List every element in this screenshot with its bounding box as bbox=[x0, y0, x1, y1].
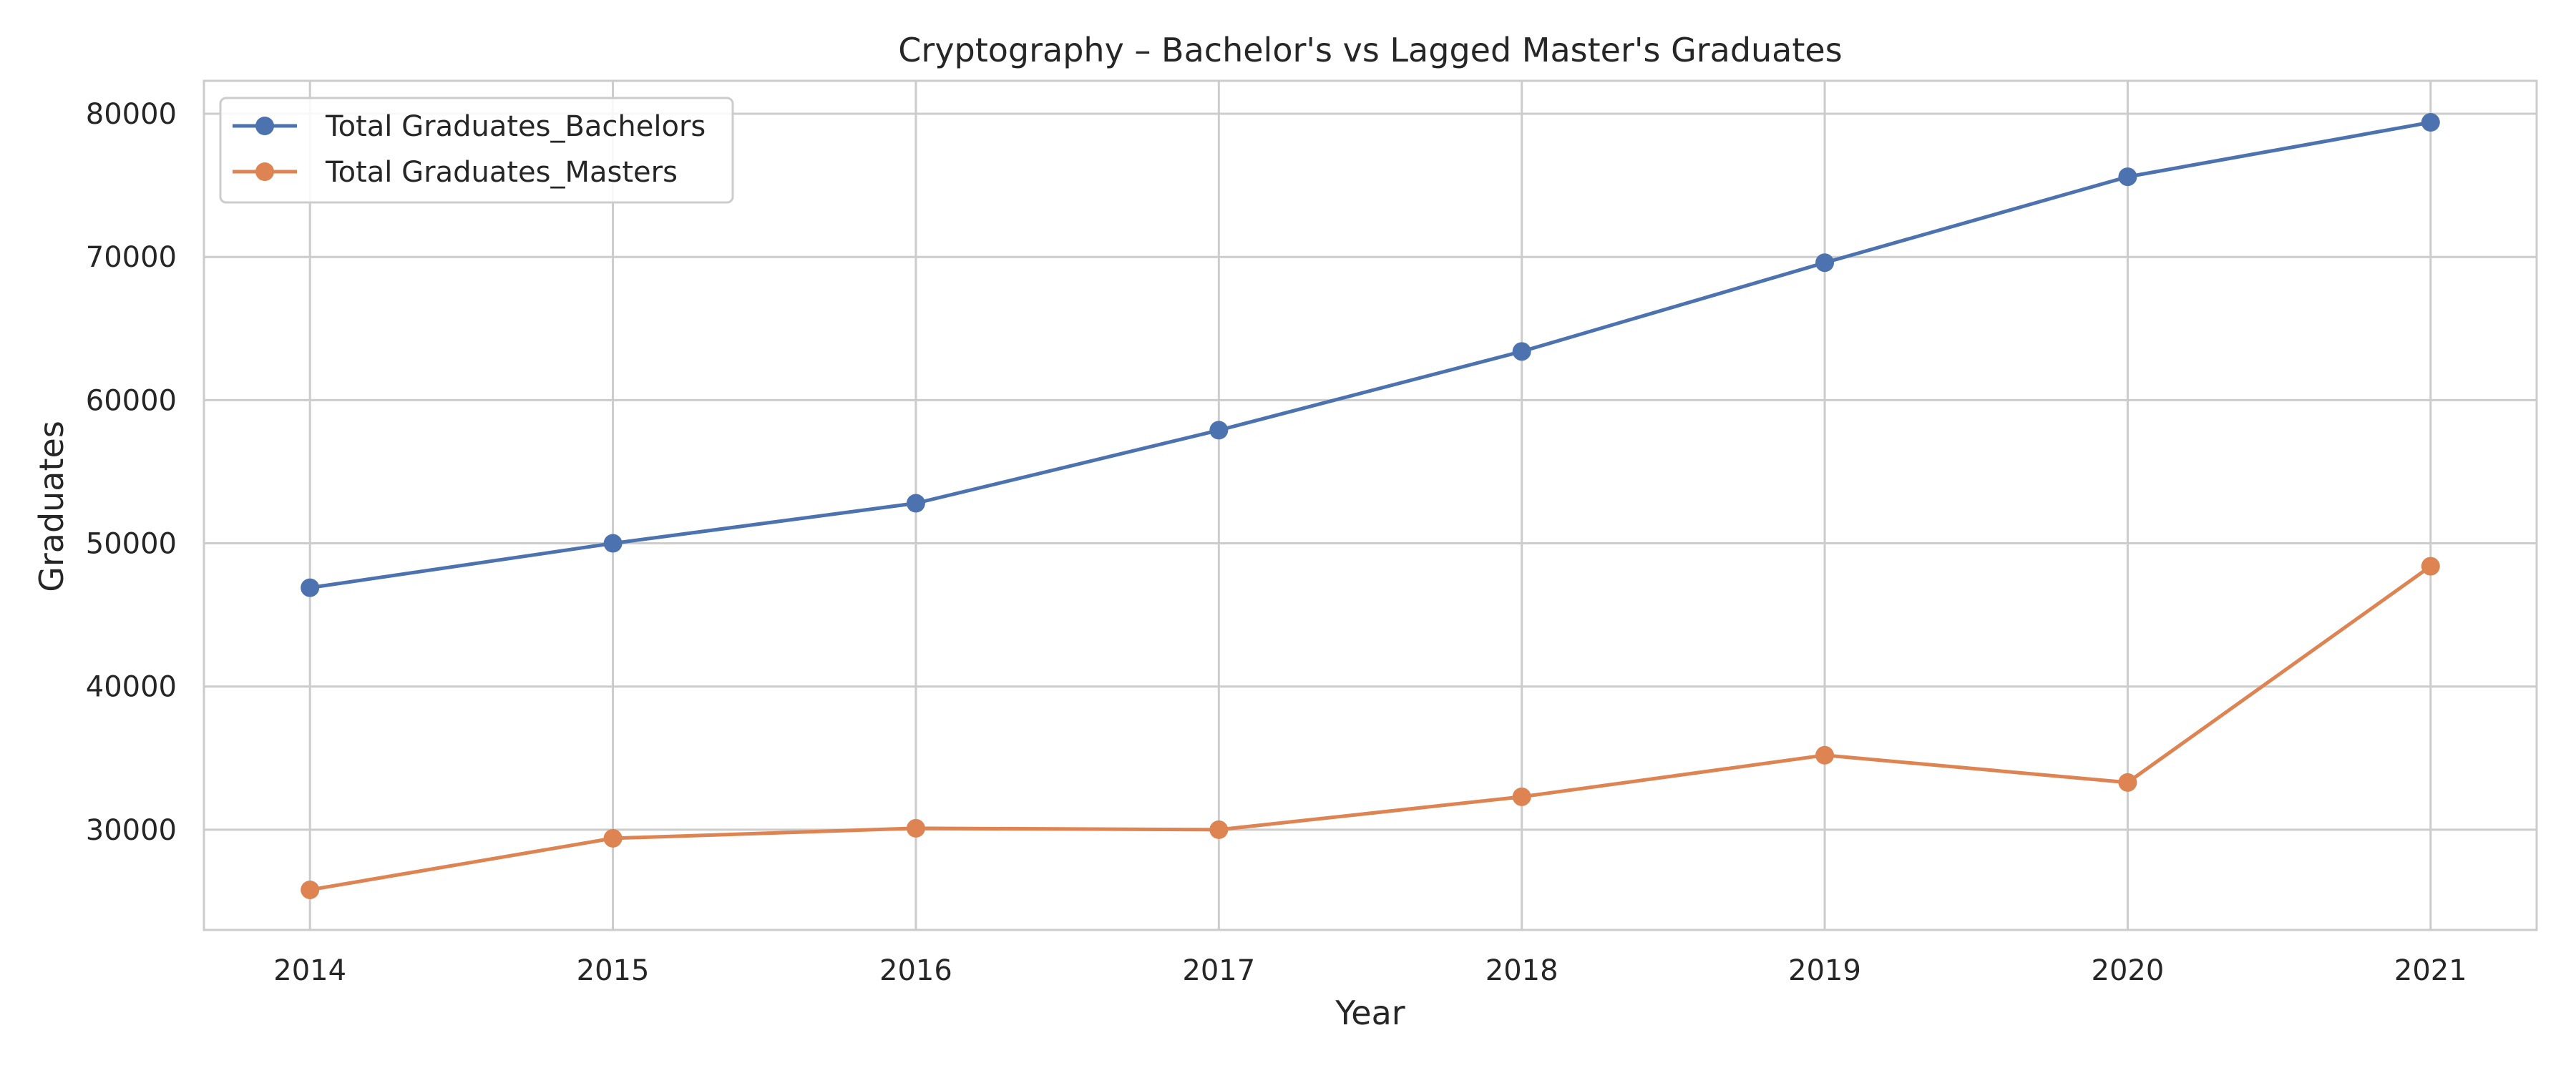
y-tick-label: 70000 bbox=[86, 241, 177, 274]
data-point-masters bbox=[301, 880, 320, 899]
legend: Total Graduates_Bachelors Total Graduate… bbox=[219, 97, 734, 204]
series-line-masters bbox=[308, 564, 2433, 892]
x-tick-label: 2021 bbox=[2394, 954, 2467, 987]
data-point-masters bbox=[1209, 820, 1229, 839]
x-tick-label: 2020 bbox=[2092, 954, 2165, 987]
data-point-masters bbox=[2421, 557, 2440, 576]
y-tick-label: 80000 bbox=[86, 98, 177, 131]
data-point-bachelors bbox=[2118, 167, 2137, 187]
x-tick-label: 2015 bbox=[577, 954, 650, 987]
data-point-masters bbox=[1815, 745, 1835, 765]
data-point-bachelors bbox=[1512, 342, 1531, 361]
data-point-bachelors bbox=[2421, 113, 2440, 132]
series-layer bbox=[301, 113, 2440, 899]
data-point-bachelors bbox=[301, 578, 320, 597]
series-line-bachelors bbox=[308, 120, 2433, 590]
data-point-bachelors bbox=[1815, 253, 1835, 273]
x-tick-label: 2016 bbox=[879, 954, 952, 987]
x-tick-label: 2014 bbox=[273, 954, 346, 987]
legend-box bbox=[219, 97, 734, 204]
data-point-masters bbox=[2118, 773, 2137, 792]
legend-label-masters: Total Graduates_Masters bbox=[325, 156, 678, 189]
tick-labels: 2014 2015 2016 2017 2018 2019 2020 2021 30000 400… bbox=[86, 98, 2467, 987]
y-axis-label: Graduates bbox=[32, 421, 71, 592]
x-tick-label: 2019 bbox=[1788, 954, 1861, 987]
x-tick-label: 2018 bbox=[1485, 954, 1558, 987]
plot-frame bbox=[203, 79, 2538, 931]
y-tick-label: 40000 bbox=[86, 671, 177, 704]
legend-marker-masters bbox=[255, 162, 274, 181]
y-tick-label: 30000 bbox=[86, 814, 177, 847]
legend-marker-bachelors bbox=[255, 117, 274, 135]
data-point-bachelors bbox=[603, 534, 623, 553]
legend-label-bachelors: Total Graduates_Bachelors bbox=[325, 110, 706, 143]
data-point-masters bbox=[603, 828, 623, 848]
data-point-bachelors bbox=[906, 494, 925, 513]
y-tick-label: 60000 bbox=[86, 384, 177, 417]
grid bbox=[204, 81, 2537, 930]
chart-title: Cryptography – Bachelor's vs Lagged Mast… bbox=[898, 31, 1842, 69]
data-point-masters bbox=[1512, 787, 1531, 806]
x-axis-label: Year bbox=[1335, 994, 1405, 1032]
data-point-masters bbox=[906, 818, 925, 838]
data-point-bachelors bbox=[1209, 421, 1229, 440]
x-tick-label: 2017 bbox=[1182, 954, 1255, 987]
y-tick-label: 50000 bbox=[86, 528, 177, 561]
